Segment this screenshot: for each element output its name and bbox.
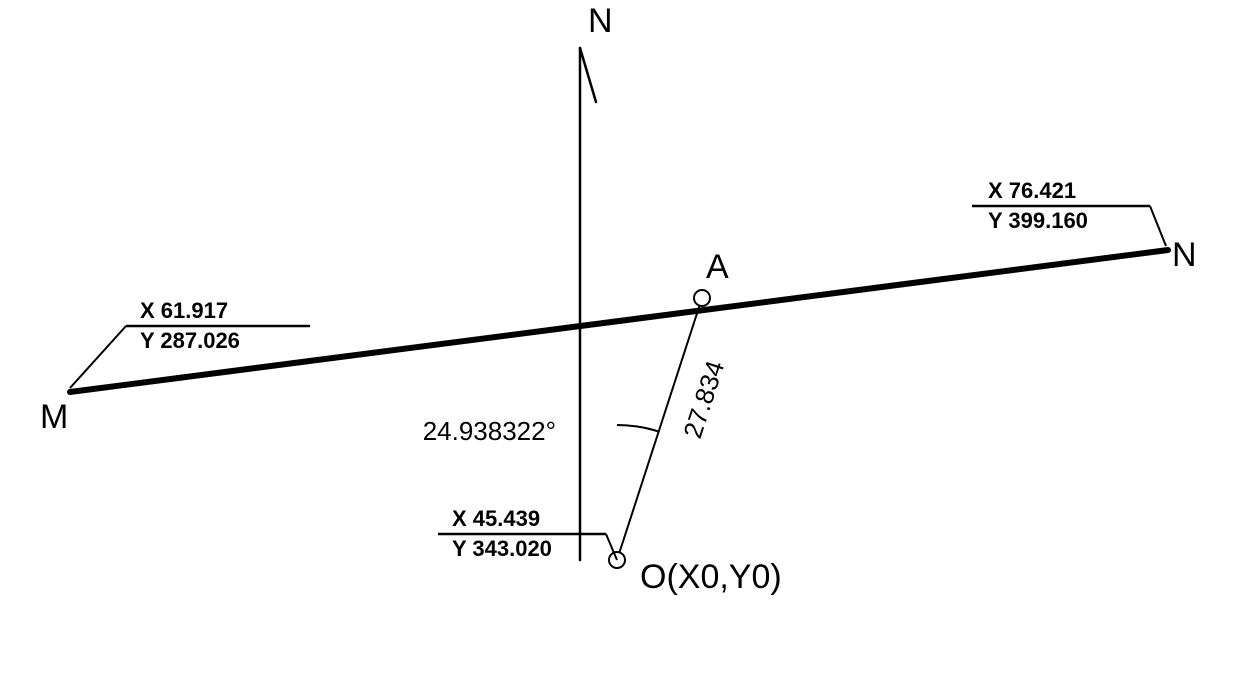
coord-y-M: Y 287.026 [140, 328, 240, 353]
coord-y-N: Y 399.160 [988, 208, 1088, 233]
angle-arc [617, 425, 659, 432]
coord-x-O: X 45.439 [452, 506, 540, 531]
label-N_axis: N [588, 2, 613, 40]
point-marker-A [694, 290, 710, 306]
line-M-N [70, 250, 1168, 392]
label-angle: 24.938322° [423, 416, 556, 446]
coord-y-O: Y 343.020 [452, 536, 552, 561]
label-M: M [40, 398, 68, 436]
north-arrow-head [580, 48, 596, 102]
label-O: O(X0,Y0) [640, 558, 782, 596]
label-N_pt: N [1172, 236, 1197, 274]
coord-x-M: X 61.917 [140, 298, 228, 323]
label-A: A [706, 248, 729, 286]
geometry-diagram-svg: X 61.917 Y 287.026 X 76.421 Y 399.160 X 45.4… [0, 0, 1240, 690]
callout-leader-N [1150, 206, 1166, 246]
callout-leader-M [70, 326, 126, 388]
label-dist: 27.834 [677, 357, 730, 442]
coord-x-N: X 76.421 [988, 178, 1076, 203]
